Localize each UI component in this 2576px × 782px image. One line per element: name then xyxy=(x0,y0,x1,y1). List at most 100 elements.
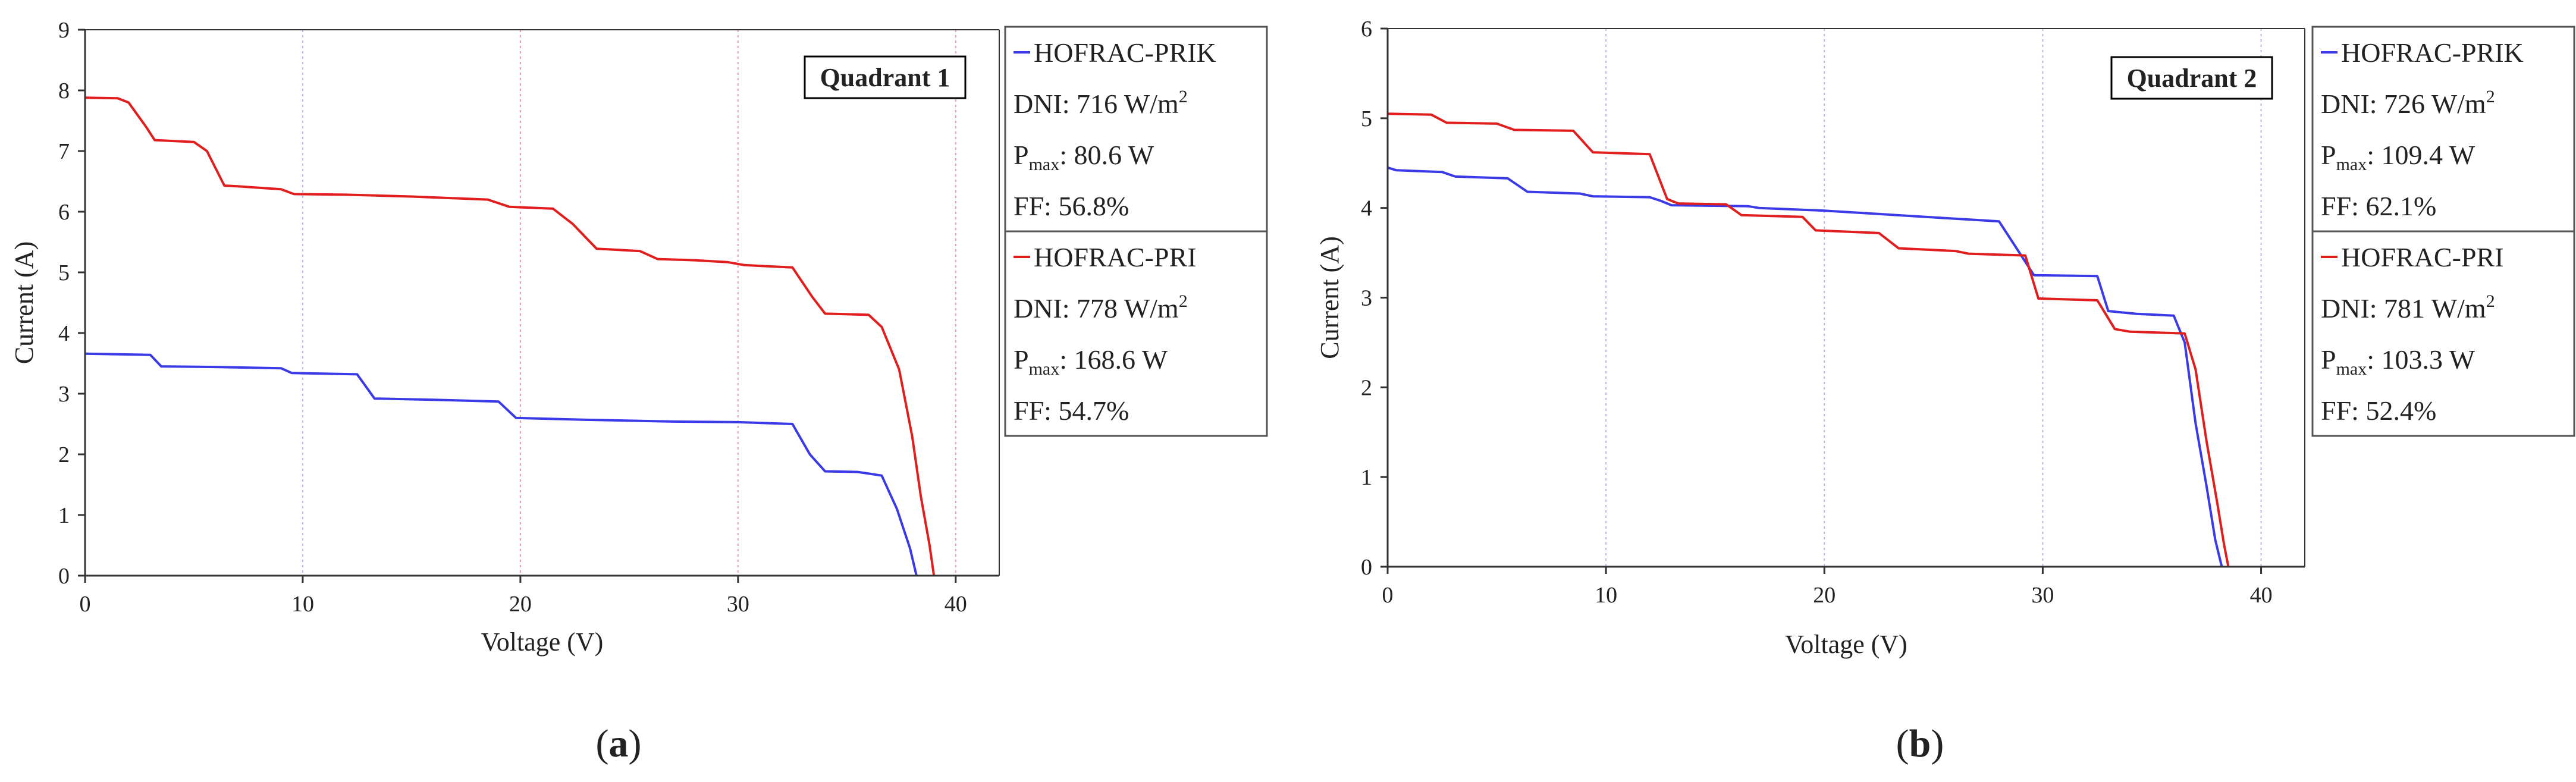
series-line-hofrac-pri-a xyxy=(84,96,936,576)
legend-box-0-b xyxy=(2311,26,2575,233)
legend-ff-1-a: FF: 54.7% xyxy=(1014,395,1129,426)
series-line-hofrac-prik-a xyxy=(84,352,918,576)
legend-pmax-p-0-a: P xyxy=(1014,140,1029,170)
y-tick-label-3-b: 3 xyxy=(1361,286,1372,311)
legend-series-name-0-b: HOFRAC-PRIK xyxy=(2341,37,2524,68)
y-tick-label-9-a: 9 xyxy=(58,18,70,43)
series-group-b xyxy=(1387,112,2230,567)
legend-dni-text-1-b: DNI: 781 W/m xyxy=(2321,293,2486,324)
legend-ff-0-a: FF: 56.8% xyxy=(1014,191,1129,221)
caption-close-b: ) xyxy=(1931,722,1944,765)
panel-b: 0 10 20 30 40 0 1 2 3 4 5 6 Voltage (V) Current (A… xyxy=(1315,17,2575,765)
legend-pmax-p-0-b: P xyxy=(2321,140,2336,170)
x-tick-label-0-a: 0 xyxy=(80,592,91,617)
legend-pmax-value-1-a: : 168.6 W xyxy=(1059,344,1168,375)
grid-lines-a xyxy=(302,30,956,576)
x-tick-label-10-b: 10 xyxy=(1595,583,1617,608)
caption-letter-a: a xyxy=(609,722,629,765)
legend-pmax-0-a: Pmax: 80.6 W xyxy=(1014,140,1154,174)
legend-box-1-a xyxy=(1004,230,1268,437)
legend-pmax-sub-0-a: max xyxy=(1029,155,1060,174)
caption-letter-b: b xyxy=(1909,722,1931,765)
caption-close-a: ) xyxy=(629,722,642,765)
y-tick-label-0-b: 0 xyxy=(1361,555,1372,580)
legend-pmax-value-0-a: : 80.6 W xyxy=(1059,140,1154,170)
legend-pmax-value-1-b: : 103.3 W xyxy=(2367,344,2475,375)
caption-open-a: ( xyxy=(596,722,609,765)
x-axis-label-a: Voltage (V) xyxy=(481,627,604,657)
y-tick-label-2-a: 2 xyxy=(58,442,70,467)
x-tick-label-30-a: 30 xyxy=(727,592,749,617)
legend-pmax-value-0-b: : 109.4 W xyxy=(2367,140,2475,170)
legend-dni-text-0-a: DNI: 716 W/m xyxy=(1014,89,1179,119)
legend-dni-sup-1-a: 2 xyxy=(1179,291,1188,311)
y-tick-label-8-a: 8 xyxy=(58,78,70,103)
quadrant-label-box-b xyxy=(2110,56,2273,100)
legend-pmax-sub-0-b: max xyxy=(2336,155,2367,174)
legend-pmax-1-b: Pmax: 103.3 W xyxy=(2321,344,2475,379)
x-tick-label-0-b: 0 xyxy=(1382,583,1394,608)
quadrant-label-a: Quadrant 1 xyxy=(820,63,950,92)
legend-dni-0-b: DNI: 726 W/m2 xyxy=(2321,87,2495,119)
y-tick-label-1-a: 1 xyxy=(58,503,70,528)
x-tick-label-20-a: 20 xyxy=(509,592,532,617)
x-tick-label-10-a: 10 xyxy=(291,592,314,617)
x-axis-label-b: Voltage (V) xyxy=(1785,630,1907,659)
y-axis-label-a: Current (A) xyxy=(10,241,39,365)
y-tick-label-0-a: 0 xyxy=(58,564,70,589)
legend-ff-0-b: FF: 62.1% xyxy=(2321,191,2436,221)
y-axis-label-b: Current (A) xyxy=(1315,236,1344,359)
y-tick-label-5-b: 5 xyxy=(1361,106,1372,131)
y-tick-label-6-b: 6 xyxy=(1361,17,1372,42)
legend-dni-text-1-a: DNI: 778 W/m xyxy=(1014,293,1179,324)
panel-caption-b: (b) xyxy=(1896,722,1944,765)
legend-box-0-a xyxy=(1004,26,1268,233)
y-tick-label-4-b: 4 xyxy=(1361,196,1372,221)
quadrant-label-box-a xyxy=(804,55,967,99)
series-line-hofrac-pri-b xyxy=(1387,112,2230,567)
legend-dni-sup-1-b: 2 xyxy=(2486,291,2495,311)
x-ticks-a: 0 10 20 30 40 xyxy=(80,576,967,617)
quadrant-label-b: Quadrant 2 xyxy=(2127,64,2257,93)
legend-box-1-b xyxy=(2311,230,2575,437)
y-tick-label-1-b: 1 xyxy=(1361,465,1372,490)
legend-ff-1-b: FF: 52.4% xyxy=(2321,395,2436,426)
legend-series-name-1-a: HOFRAC-PRI xyxy=(1034,242,1197,272)
legend-dni-1-b: DNI: 781 W/m2 xyxy=(2321,291,2495,324)
legend-pmax-p-1-a: P xyxy=(1014,344,1029,375)
y-tick-label-2-b: 2 xyxy=(1361,375,1372,400)
y-tick-label-5-a: 5 xyxy=(58,260,70,285)
legend-pmax-0-b: Pmax: 109.4 W xyxy=(2321,140,2475,174)
legend-dni-sup-0-b: 2 xyxy=(2486,87,2495,106)
legend-dni-1-a: DNI: 778 W/m2 xyxy=(1014,291,1188,324)
grid-lines-b xyxy=(1605,29,2262,567)
legend-dni-sup-0-a: 2 xyxy=(1179,87,1188,106)
y-tick-label-4-a: 4 xyxy=(58,321,70,346)
x-ticks-b: 0 10 20 30 40 xyxy=(1382,567,2273,608)
y-ticks-b: 0 1 2 3 4 5 6 xyxy=(1361,17,1388,580)
legend-series-name-0-a: HOFRAC-PRIK xyxy=(1034,37,1216,68)
y-ticks-a: 0 1 2 3 4 5 6 7 8 9 xyxy=(58,18,85,589)
x-tick-label-40-a: 40 xyxy=(945,592,967,617)
x-tick-label-40-b: 40 xyxy=(2250,583,2273,608)
y-tick-label-6-a: 6 xyxy=(58,200,70,225)
panel-caption-a: (a) xyxy=(596,722,642,765)
x-tick-label-30-b: 30 xyxy=(2031,583,2054,608)
panel-a: 0 10 20 30 40 0 1 2 3 4 5 6 7 8 9 Voltage (V) Current… xyxy=(10,18,1268,765)
legend-series-name-1-b: HOFRAC-PRI xyxy=(2341,242,2504,272)
y-tick-label-7-a: 7 xyxy=(58,139,70,164)
legend-pmax-p-1-b: P xyxy=(2321,344,2336,375)
legend-pmax-sub-1-a: max xyxy=(1029,359,1060,379)
legend-dni-0-a: DNI: 716 W/m2 xyxy=(1014,87,1188,119)
legend-dni-text-0-b: DNI: 726 W/m xyxy=(2321,89,2486,119)
series-line-hofrac-prik-b xyxy=(1387,166,2223,567)
legend-pmax-sub-1-b: max xyxy=(2336,359,2367,379)
legend-pmax-1-a: Pmax: 168.6 W xyxy=(1014,344,1168,379)
caption-open-b: ( xyxy=(1896,722,1909,765)
series-group-a xyxy=(84,96,936,576)
x-tick-label-20-b: 20 xyxy=(1813,583,1835,608)
y-tick-label-3-a: 3 xyxy=(58,382,70,407)
